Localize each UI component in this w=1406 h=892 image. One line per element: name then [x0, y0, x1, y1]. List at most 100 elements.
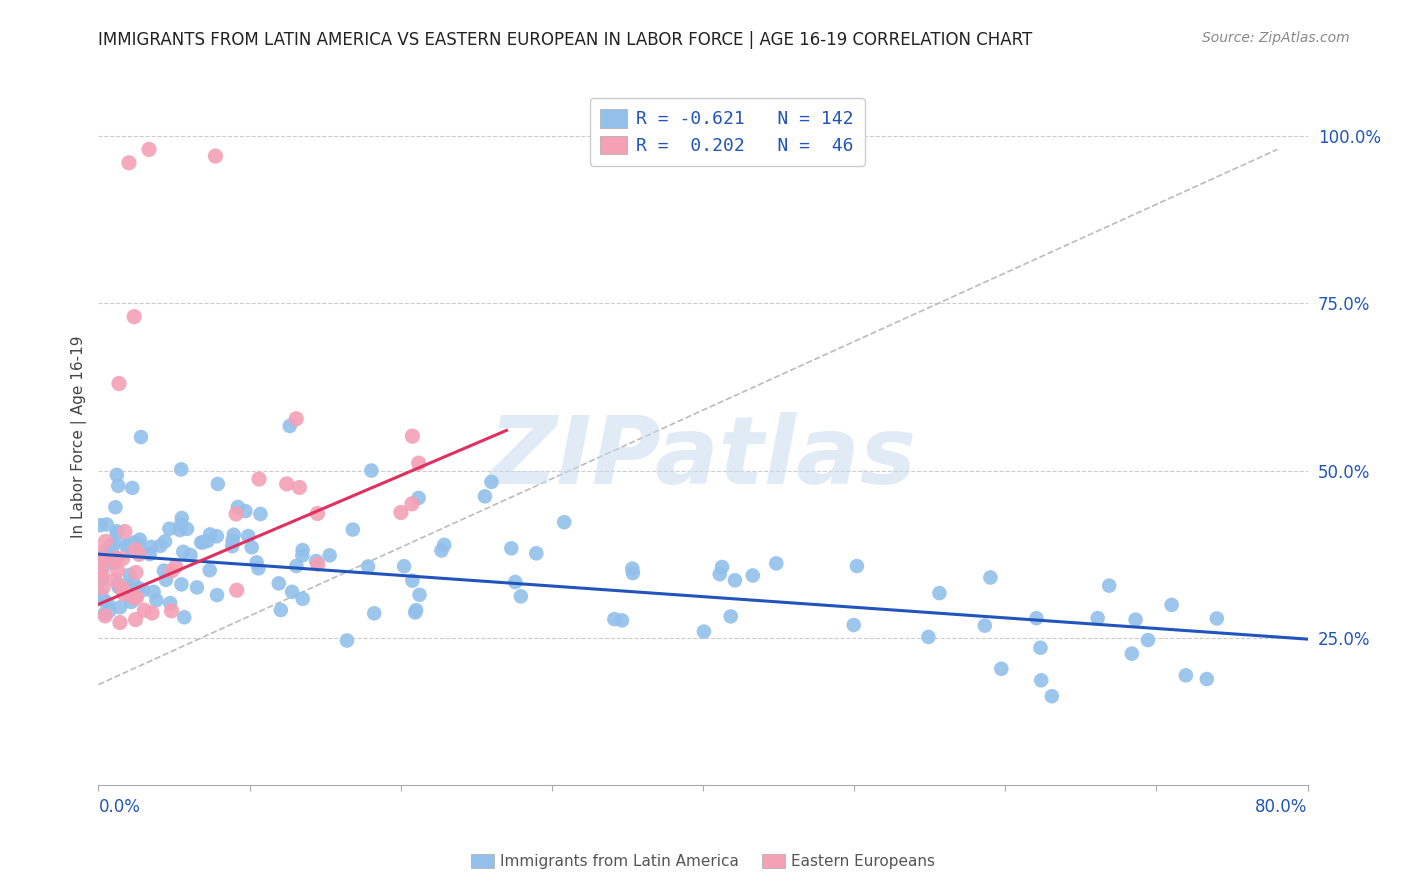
Point: [118, 589, 141, 603]
Point: [408, 491, 430, 505]
Point: [170, 577, 193, 591]
Point: [186, 581, 208, 595]
Point: [89, 558, 111, 573]
Point: [401, 574, 423, 588]
Point: [357, 559, 380, 574]
Point: [149, 539, 172, 553]
Point: [404, 606, 426, 620]
Point: [433, 538, 456, 552]
Point: [842, 618, 865, 632]
Point: [1205, 611, 1227, 625]
Point: [281, 585, 304, 599]
Point: [765, 557, 787, 571]
Point: [105, 467, 128, 482]
Point: [94, 558, 117, 572]
Point: [389, 506, 412, 520]
Point: [285, 412, 308, 426]
Point: [1160, 598, 1182, 612]
Point: [94, 550, 117, 565]
Point: [115, 579, 138, 593]
Point: [101, 548, 124, 562]
Point: [176, 522, 198, 536]
Point: [240, 541, 263, 555]
Point: [93, 593, 115, 607]
Point: [105, 550, 128, 565]
Point: [553, 515, 575, 529]
Point: [120, 595, 142, 609]
Point: [173, 610, 195, 624]
Point: [291, 591, 314, 606]
Point: [305, 554, 328, 568]
Point: [91, 567, 114, 582]
Point: [392, 559, 415, 574]
Point: [160, 604, 183, 618]
Point: [474, 489, 496, 503]
Text: 0.0%: 0.0%: [98, 798, 141, 816]
Point: [235, 504, 257, 518]
Point: [128, 548, 150, 562]
Point: [221, 539, 243, 553]
Point: [204, 149, 226, 163]
Point: [129, 430, 152, 444]
Point: [134, 603, 156, 617]
Point: [125, 591, 148, 605]
Point: [1031, 673, 1053, 688]
Point: [724, 574, 747, 588]
Point: [142, 585, 165, 599]
Point: [170, 511, 193, 525]
Legend: Immigrants from Latin America, Eastern Europeans: Immigrants from Latin America, Eastern E…: [465, 848, 941, 875]
Point: [720, 609, 742, 624]
Point: [291, 543, 314, 558]
Point: [172, 545, 194, 559]
Point: [225, 507, 247, 521]
Point: [845, 559, 868, 574]
Point: [190, 535, 212, 549]
Point: [318, 549, 340, 563]
Point: [524, 546, 547, 560]
Point: [128, 533, 150, 547]
Point: [125, 566, 148, 580]
Point: [247, 561, 270, 575]
Point: [107, 563, 129, 577]
Point: [122, 310, 145, 324]
Point: [89, 555, 111, 569]
Point: [169, 523, 191, 537]
Point: [155, 573, 177, 587]
Point: [107, 479, 129, 493]
Point: [481, 475, 503, 489]
Point: [247, 472, 270, 486]
Point: [408, 588, 430, 602]
Point: [145, 593, 167, 607]
Point: [105, 524, 128, 539]
Point: [139, 540, 162, 554]
Point: [1125, 613, 1147, 627]
Point: [90, 573, 112, 587]
Point: [104, 500, 127, 515]
Point: [101, 546, 124, 560]
Point: [741, 568, 763, 582]
Point: [124, 541, 146, 556]
Point: [278, 419, 301, 434]
Point: [89, 545, 111, 559]
Point: [111, 551, 134, 566]
Point: [98, 604, 121, 618]
Point: [112, 587, 135, 601]
Point: [165, 559, 187, 574]
Point: [1195, 672, 1218, 686]
Point: [288, 480, 311, 494]
Point: [170, 517, 193, 532]
Point: [226, 500, 249, 514]
Point: [138, 142, 160, 157]
Point: [170, 462, 193, 476]
Point: [1029, 640, 1052, 655]
Point: [693, 624, 716, 639]
Point: [249, 507, 271, 521]
Point: [1136, 633, 1159, 648]
Point: [222, 528, 245, 542]
Point: [621, 561, 644, 575]
Point: [96, 517, 118, 532]
Point: [153, 534, 176, 549]
Point: [107, 580, 129, 594]
Point: [179, 548, 201, 562]
Y-axis label: In Labor Force | Age 16-19: In Labor Force | Age 16-19: [72, 335, 87, 539]
